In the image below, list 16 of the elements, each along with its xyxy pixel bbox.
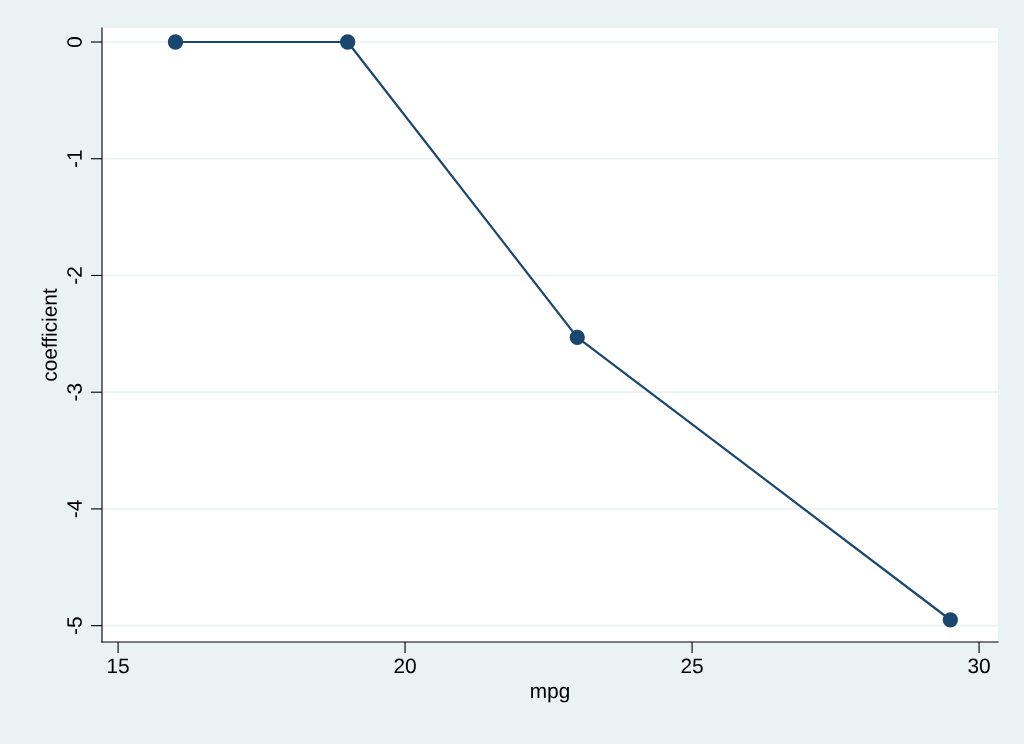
x-tick-label: 20 bbox=[394, 658, 416, 674]
y-tick-label: -4 bbox=[67, 500, 82, 518]
y-tick-label: -2 bbox=[67, 267, 82, 284]
point bbox=[167, 34, 184, 50]
y-tick-label: -5 bbox=[67, 617, 82, 634]
x-tick-label: 30 bbox=[968, 658, 990, 674]
y-tick-label: -3 bbox=[67, 383, 82, 401]
point bbox=[340, 34, 356, 50]
point bbox=[569, 329, 585, 345]
x-axis-title: mpg bbox=[531, 686, 569, 703]
y-tick-label: 0 bbox=[67, 37, 82, 47]
y-tick-label: -1 bbox=[67, 150, 82, 168]
y-axis-title: coefficient bbox=[41, 288, 57, 381]
point bbox=[942, 612, 958, 628]
x-tick-label: 15 bbox=[108, 658, 129, 674]
x-tick-label: 25 bbox=[681, 658, 703, 674]
